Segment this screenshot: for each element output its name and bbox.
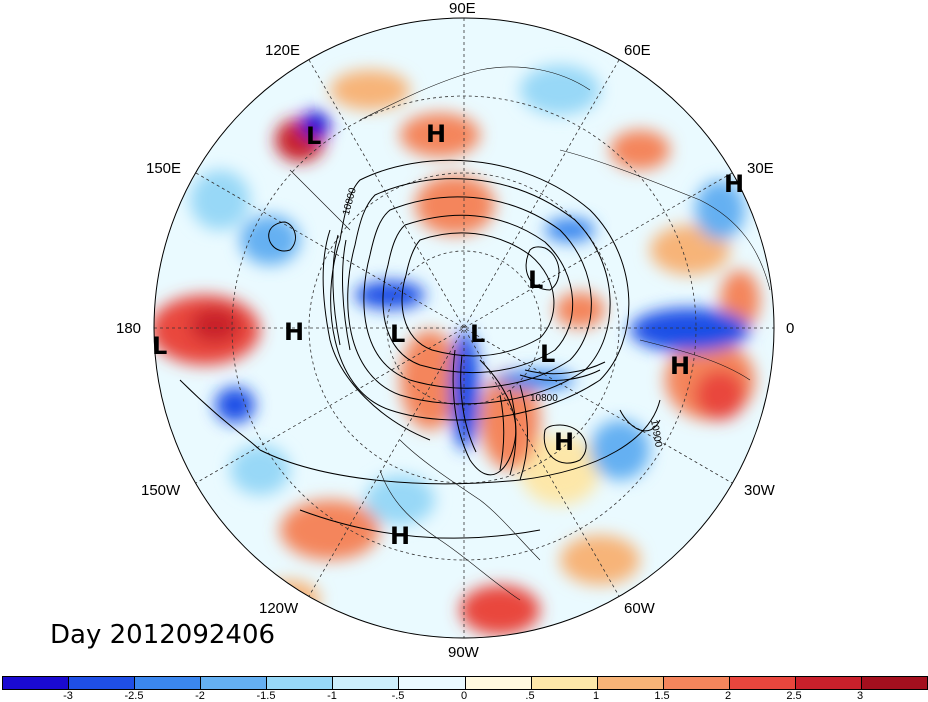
colorbar-swatch <box>729 677 796 689</box>
height-contours <box>179 159 661 539</box>
colorbar-swatch <box>862 677 928 689</box>
lon-label-180: 180 <box>116 320 142 337</box>
colorbar-tick-label: 2.5 <box>786 690 802 702</box>
colorbar-swatch <box>3 677 70 689</box>
colorbar-swatch <box>135 677 202 689</box>
colorbar <box>2 676 928 690</box>
map-boundary <box>153 17 775 639</box>
lon-label-60e: 60E <box>624 42 651 59</box>
colorbar-swatch <box>795 677 863 689</box>
colorbar-swatch <box>399 677 466 689</box>
lon-label-120e: 120E <box>265 42 301 59</box>
high-center: H <box>390 522 411 550</box>
colorbar-tick-label: 1 <box>592 690 600 702</box>
high-center: H <box>554 428 575 456</box>
anomaly-field <box>154 65 760 635</box>
colorbar-swatch <box>267 677 334 689</box>
low-center: L <box>470 320 486 348</box>
low-center: L <box>528 266 544 294</box>
colorbar-tick-label: -2.5 <box>124 690 144 702</box>
colorbar-swatch <box>201 677 268 689</box>
colorbar-swatch <box>531 677 598 689</box>
contour-label: 10800 <box>530 393 558 404</box>
coastlines <box>289 66 771 601</box>
lon-label-60w: 60W <box>624 600 655 617</box>
colorbar-tick-label: -3 <box>63 690 73 702</box>
lon-label-90w: 90W <box>448 644 479 661</box>
colorbar-tick-label: 0 <box>460 690 468 702</box>
lon-label-30w: 30W <box>744 482 775 499</box>
high-center: H <box>426 120 447 148</box>
low-center: L <box>152 332 168 360</box>
low-center: L <box>390 320 406 348</box>
low-center: L <box>306 122 322 150</box>
colorbar-swatch <box>69 677 136 689</box>
colorbar-tick-label: 2 <box>724 690 732 702</box>
colorbar-tick-label: 1.5 <box>654 690 670 702</box>
colorbar-tick-label: -1 <box>327 690 337 702</box>
lon-label-120w: 120W <box>259 600 299 617</box>
colorbar-swatch <box>465 677 532 689</box>
map-background <box>154 18 774 638</box>
lon-label-150e: 150E <box>146 160 182 177</box>
colorbar-tick-label: -1.5 <box>256 690 276 702</box>
colorbar-tick-label: -.5 <box>391 690 405 702</box>
high-center: H <box>724 170 745 198</box>
low-center: L <box>540 340 556 368</box>
lon-label-0: 0 <box>786 320 795 337</box>
lon-label-90e: 90E <box>449 0 476 17</box>
map-title: Day 2012092406 <box>50 620 276 650</box>
colorbar-tick-label: -2 <box>195 690 205 702</box>
colorbar-tick-label: 3 <box>856 690 864 702</box>
colorbar-swatch <box>663 677 730 689</box>
high-center: H <box>284 318 305 346</box>
lon-label-30e: 30E <box>747 160 774 177</box>
high-center: H <box>670 352 691 380</box>
colorbar-swatch <box>597 677 664 689</box>
colorbar-swatch <box>333 677 400 689</box>
lon-label-150w: 150W <box>141 482 181 499</box>
graticule <box>154 18 774 638</box>
colorbar-tick-label: .5 <box>525 690 535 702</box>
